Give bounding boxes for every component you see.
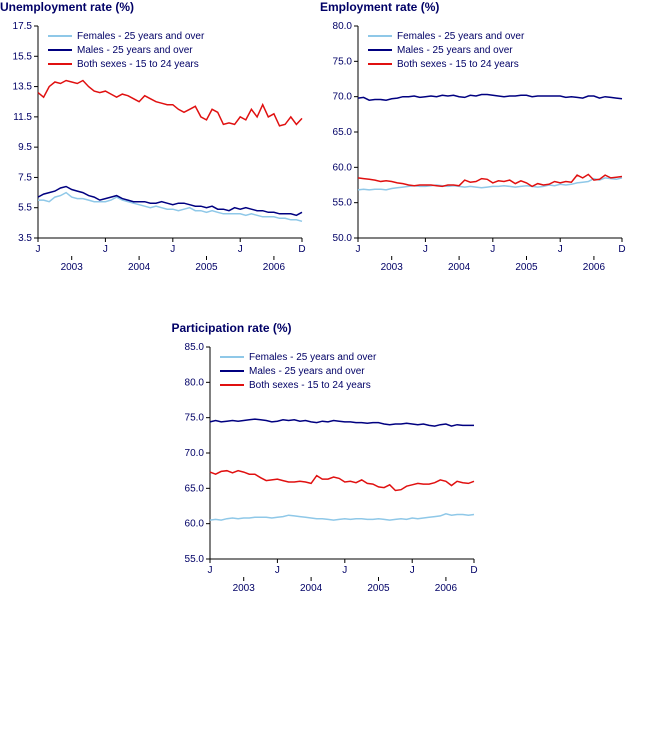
- svg-text:13.5: 13.5: [13, 82, 33, 93]
- svg-text:85.0: 85.0: [184, 342, 204, 353]
- svg-text:3.5: 3.5: [18, 233, 32, 244]
- svg-text:Both sexes - 15 to 24 years: Both sexes - 15 to 24 years: [77, 59, 199, 70]
- svg-text:2004: 2004: [299, 583, 322, 594]
- svg-text:J: J: [356, 244, 361, 255]
- svg-text:Both sexes - 15 to 24 years: Both sexes - 15 to 24 years: [249, 380, 371, 391]
- svg-text:2005: 2005: [195, 262, 218, 273]
- svg-text:80.0: 80.0: [184, 377, 204, 388]
- chart-title: Employment rate (%): [320, 0, 630, 14]
- unemployment-svg: 3.5 5.5 7.5 9.5 11.5 13.5 15.5 17.5 J J J J D 2003 200…: [0, 18, 310, 278]
- svg-text:7.5: 7.5: [18, 172, 32, 183]
- svg-text:2003: 2003: [61, 262, 84, 273]
- svg-text:65.0: 65.0: [184, 483, 204, 494]
- svg-text:60.0: 60.0: [333, 162, 353, 173]
- svg-text:J: J: [238, 244, 243, 255]
- svg-text:J: J: [170, 244, 175, 255]
- svg-text:2006: 2006: [263, 262, 286, 273]
- svg-text:J: J: [558, 244, 563, 255]
- svg-text:65.0: 65.0: [333, 127, 353, 138]
- svg-text:Males - 25 years and over: Males - 25 years and over: [397, 45, 513, 56]
- svg-text:17.5: 17.5: [13, 21, 33, 32]
- svg-text:2005: 2005: [367, 583, 390, 594]
- svg-text:5.5: 5.5: [18, 203, 32, 214]
- svg-text:J: J: [103, 244, 108, 255]
- svg-text:J: J: [207, 565, 212, 576]
- chart-title: Unemployment rate (%): [0, 0, 310, 14]
- svg-text:Males - 25 years and over: Males - 25 years and over: [249, 366, 365, 377]
- svg-text:2006: 2006: [583, 262, 606, 273]
- chart-title: Participation rate (%): [172, 321, 482, 335]
- svg-text:J: J: [342, 565, 347, 576]
- svg-text:Males - 25 years and over: Males - 25 years and over: [77, 45, 193, 56]
- participation-chart: Participation rate (%) 55.0 60.0 65.0 70.0 7…: [172, 321, 482, 602]
- svg-text:55.0: 55.0: [333, 198, 353, 209]
- svg-text:60.0: 60.0: [184, 519, 204, 530]
- employment-svg: 50.0 55.0 60.0 65.0 70.0 75.0 80.0 J J J J D 2003 200…: [320, 18, 630, 278]
- svg-text:D: D: [298, 244, 305, 255]
- svg-text:2004: 2004: [448, 262, 471, 273]
- svg-text:2003: 2003: [381, 262, 404, 273]
- unemployment-chart: Unemployment rate (%) 3.5 5.5 7.5 9.5 11.5 13…: [0, 0, 310, 281]
- svg-text:Females - 25 years and over: Females - 25 years and over: [77, 31, 205, 42]
- svg-text:J: J: [274, 565, 279, 576]
- svg-text:2004: 2004: [128, 262, 151, 273]
- svg-text:75.0: 75.0: [184, 413, 204, 424]
- svg-text:J: J: [409, 565, 414, 576]
- svg-text:D: D: [470, 565, 477, 576]
- svg-text:D: D: [618, 244, 625, 255]
- svg-text:15.5: 15.5: [13, 51, 33, 62]
- svg-text:2005: 2005: [515, 262, 538, 273]
- svg-text:11.5: 11.5: [13, 112, 32, 123]
- participation-svg: 55.0 60.0 65.0 70.0 75.0 80.0 85.0 J J J J D 2003 200…: [172, 339, 482, 599]
- svg-text:2003: 2003: [232, 583, 255, 594]
- svg-text:Both sexes - 15 to 24 years: Both sexes - 15 to 24 years: [397, 59, 519, 70]
- svg-text:50.0: 50.0: [333, 233, 353, 244]
- svg-text:80.0: 80.0: [333, 21, 353, 32]
- svg-text:Females - 25 years and over: Females - 25 years and over: [249, 352, 377, 363]
- svg-text:J: J: [36, 244, 41, 255]
- svg-text:70.0: 70.0: [184, 448, 204, 459]
- employment-chart: Employment rate (%) 50.0 55.0 60.0 65.0 70.0…: [320, 0, 630, 281]
- svg-text:9.5: 9.5: [18, 142, 32, 153]
- svg-text:J: J: [490, 244, 495, 255]
- svg-text:70.0: 70.0: [333, 92, 353, 103]
- svg-text:55.0: 55.0: [184, 554, 204, 565]
- svg-text:J: J: [423, 244, 428, 255]
- svg-text:2006: 2006: [434, 583, 457, 594]
- svg-text:75.0: 75.0: [333, 56, 353, 67]
- svg-text:Females - 25 years and over: Females - 25 years and over: [397, 31, 525, 42]
